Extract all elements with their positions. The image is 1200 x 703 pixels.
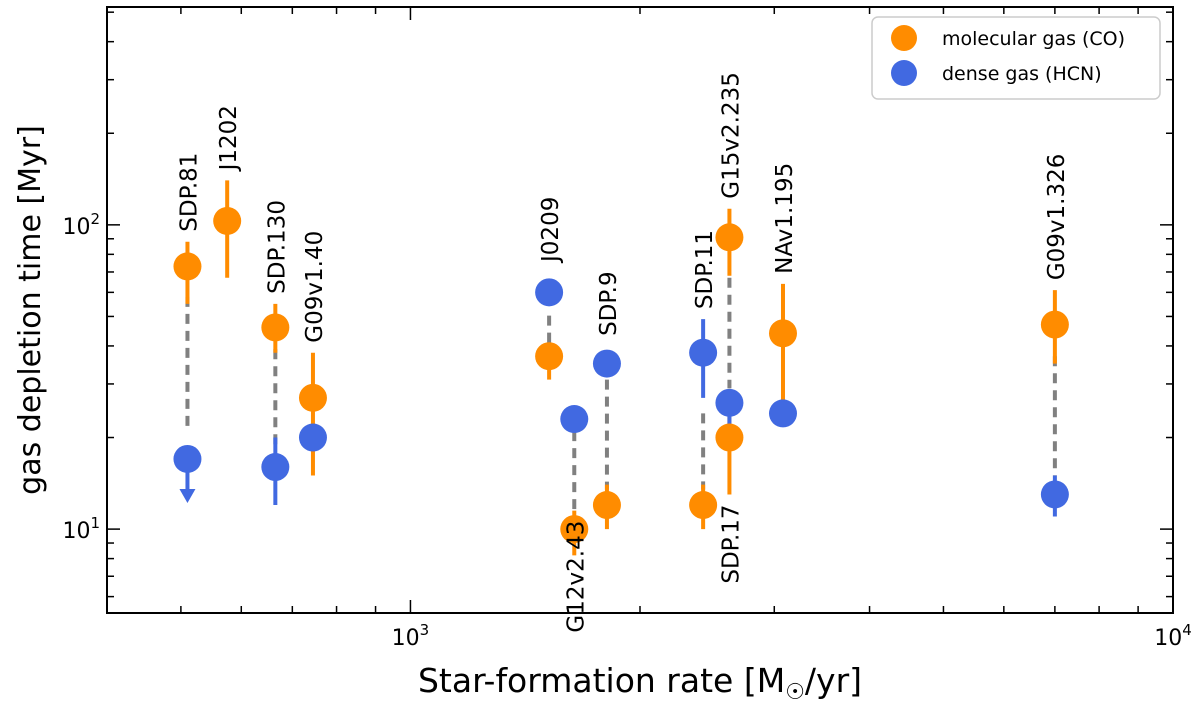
x-tick-label: 104 [1154,621,1192,651]
legend-box [871,16,1161,100]
point-co [213,206,242,235]
point-co [689,491,718,520]
point-label: G15v2.235 [718,72,744,199]
axis-ticks [106,7,1174,613]
point-label: SDP.9 [596,271,622,336]
point-co [715,423,744,452]
point-label: SDP.81 [176,153,202,232]
x-axis-label: Star-formation rate [M☉/yr] [418,661,862,703]
link-lines [185,277,1057,511]
upper-limit-arrow-hcn [179,488,196,503]
x-tick-label: 103 [392,621,430,651]
point-co [261,313,290,342]
point-co [298,383,327,412]
y-tick-label: 101 [62,514,100,544]
legend-marker-hcn [891,60,917,86]
point-hcn [298,423,327,452]
tick-labels: 103 104 101 102 [62,210,1191,651]
point-label: SDP.130 [264,200,290,294]
point-label: SDP.11 [692,230,718,309]
point-co [1040,310,1069,339]
point-co [535,342,564,371]
y-axis-label: gas depletion time [Myr] [13,125,48,495]
point-label: G09v1.326 [1044,154,1070,281]
point-co [592,491,621,520]
point-label: J0209 [538,197,564,264]
point-co [560,515,589,544]
x-axis-label-unit: /yr] [805,661,862,700]
point-label: G09v1.40 [302,231,328,343]
point-label: J1202 [216,105,242,172]
point-hcn [1040,480,1069,509]
point-label: NAv1.195 [772,163,798,274]
point-hcn [535,278,564,307]
point-annotations: SDP.81 J1202 SDP.130 G09v1.40 J0209 SDP.9 SDP.… [176,72,1069,632]
point-hcn [689,338,718,367]
point-co [173,252,202,281]
point-hcn [768,399,797,428]
legend-label-co: molecular gas (CO) [942,28,1125,50]
point-hcn [173,444,202,473]
point-co [768,319,797,348]
point-hcn [560,405,589,434]
y-tick-label: 102 [62,210,100,240]
legend-label-hcn: dense gas (HCN) [942,63,1102,85]
x-axis-label-sun: ☉ [785,680,805,703]
legend-marker-co [891,25,917,51]
point-hcn [715,388,744,417]
legend: molecular gas (CO) dense gas (HCN) [871,16,1161,100]
point-label: SDP.17 [718,504,744,583]
point-co [715,223,744,252]
point-hcn [261,453,290,482]
point-label: G12v2.43 [563,521,589,633]
point-hcn [592,349,621,378]
data-points [173,206,1069,544]
